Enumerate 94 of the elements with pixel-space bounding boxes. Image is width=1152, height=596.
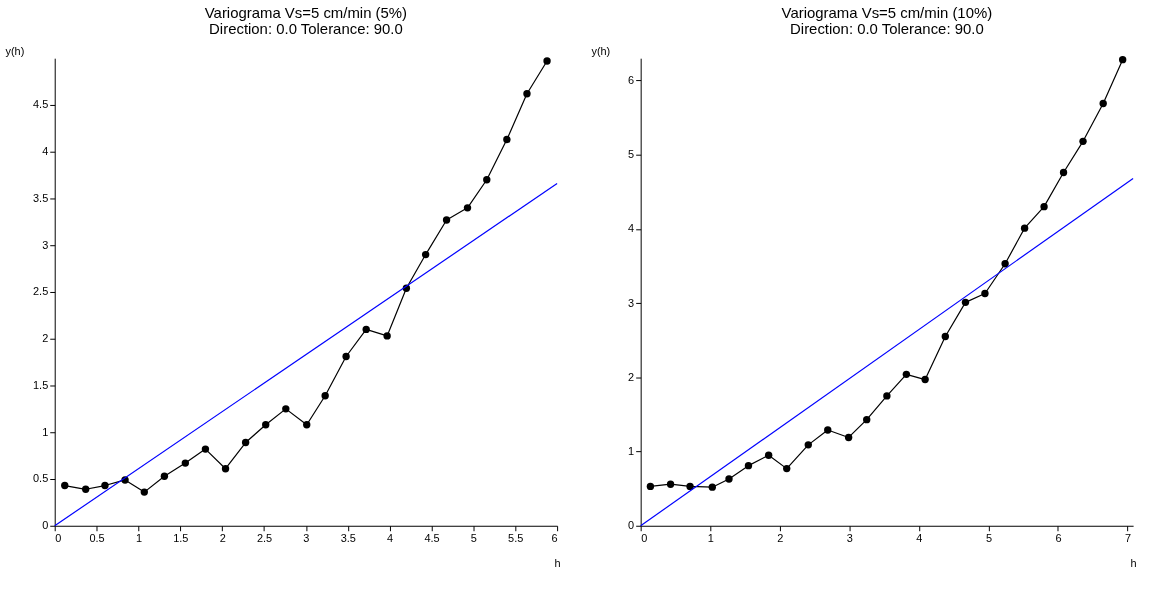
point bbox=[1118, 56, 1127, 64]
x-tick-label: 5 bbox=[985, 532, 992, 545]
y-axis-title: y(h) bbox=[591, 44, 611, 57]
y-axis-title: y(h) bbox=[5, 44, 25, 57]
x-tick-label: 0 bbox=[641, 532, 648, 545]
chart-subtitle: Direction: 0.0 Tolerance: 90.0 bbox=[790, 20, 984, 38]
x-tick-label: 3.5 bbox=[340, 532, 356, 545]
x-tick-label: 0.5 bbox=[89, 532, 105, 545]
y-tick-label: 3.5 bbox=[33, 191, 49, 204]
point bbox=[902, 370, 911, 379]
x-tick-label: 7 bbox=[1124, 532, 1132, 545]
point bbox=[764, 451, 773, 459]
x-axis-title: h bbox=[554, 557, 561, 570]
point bbox=[442, 216, 451, 224]
x-tick-label: 5.5 bbox=[508, 532, 524, 545]
x-tick-label: 1 bbox=[707, 532, 714, 545]
x-tick-label: 0 bbox=[55, 532, 62, 545]
y-tick-label: 1.5 bbox=[33, 378, 49, 391]
x-tick-label: 2 bbox=[777, 532, 784, 545]
point bbox=[241, 438, 250, 447]
y-tick-label: 4 bbox=[628, 222, 635, 235]
x-tick-label: 6 bbox=[551, 532, 558, 545]
point bbox=[666, 480, 675, 488]
point bbox=[181, 459, 190, 467]
point bbox=[883, 392, 891, 400]
point bbox=[523, 90, 531, 98]
x-tick-label: 6 bbox=[1055, 532, 1062, 545]
x-tick-label: 2 bbox=[219, 532, 226, 545]
y-tick-label: 0 bbox=[628, 519, 635, 532]
x-tick-label: 4 bbox=[387, 532, 394, 545]
point bbox=[1020, 224, 1029, 232]
point bbox=[321, 392, 329, 400]
point bbox=[1001, 260, 1009, 268]
y-tick-label: 0 bbox=[42, 519, 49, 532]
x-axis-title: h bbox=[1130, 557, 1137, 570]
point bbox=[383, 332, 391, 340]
point bbox=[1079, 137, 1087, 145]
point bbox=[1099, 99, 1107, 108]
x-tick-label: 1 bbox=[135, 532, 142, 545]
y-tick-label: 4.5 bbox=[33, 98, 49, 111]
x-tick-label: 2.5 bbox=[256, 532, 273, 545]
point bbox=[421, 250, 430, 259]
point bbox=[61, 481, 69, 490]
point bbox=[783, 464, 791, 473]
point bbox=[483, 176, 491, 184]
x-tick-label: 3 bbox=[846, 532, 853, 545]
y-tick-label: 4 bbox=[42, 145, 49, 158]
chart-title: Variograma Vs=5 cm/min (10%) bbox=[781, 4, 993, 22]
point bbox=[303, 421, 311, 429]
y-tick-label: 2.5 bbox=[33, 285, 49, 298]
y-tick-label: 3 bbox=[42, 238, 49, 251]
x-tick-label: 1.5 bbox=[173, 532, 189, 545]
point bbox=[844, 433, 853, 442]
point bbox=[282, 405, 290, 413]
y-tick-label: 2 bbox=[628, 370, 635, 383]
point bbox=[941, 332, 949, 341]
point bbox=[824, 426, 832, 434]
x-tick-label: 5 bbox=[470, 532, 477, 545]
point bbox=[362, 325, 370, 334]
point bbox=[744, 461, 753, 470]
x-tick-label: 3 bbox=[303, 532, 310, 545]
y-tick-label: 2 bbox=[42, 332, 49, 345]
x-tick-label: 4.5 bbox=[424, 532, 440, 545]
point bbox=[921, 375, 929, 384]
y-tick-label: 0.5 bbox=[33, 472, 49, 485]
point bbox=[961, 298, 970, 307]
point bbox=[981, 289, 989, 298]
point bbox=[646, 482, 655, 491]
point bbox=[1040, 202, 1048, 211]
point bbox=[543, 57, 551, 65]
x-tick-label: 4 bbox=[916, 532, 923, 545]
point bbox=[804, 441, 812, 449]
point bbox=[708, 483, 716, 491]
point bbox=[863, 415, 871, 424]
point bbox=[463, 204, 472, 212]
y-tick-label: 1 bbox=[628, 445, 635, 458]
point bbox=[342, 352, 350, 361]
point bbox=[101, 481, 109, 490]
point bbox=[503, 135, 511, 144]
point bbox=[686, 482, 694, 491]
y-tick-label: 5 bbox=[628, 148, 635, 161]
point bbox=[221, 465, 230, 473]
point bbox=[201, 445, 210, 453]
point bbox=[140, 488, 148, 496]
y-tick-label: 6 bbox=[628, 73, 635, 86]
chart-subtitle: Direction: 0.0 Tolerance: 90.0 bbox=[209, 20, 403, 38]
y-tick-label: 1 bbox=[42, 425, 49, 438]
point bbox=[82, 485, 90, 493]
point bbox=[262, 421, 270, 429]
chart-title: Variograma Vs=5 cm/min (5%) bbox=[204, 4, 408, 22]
point bbox=[160, 472, 169, 480]
point bbox=[725, 475, 733, 483]
y-tick-label: 3 bbox=[628, 296, 635, 309]
point bbox=[1059, 168, 1068, 177]
